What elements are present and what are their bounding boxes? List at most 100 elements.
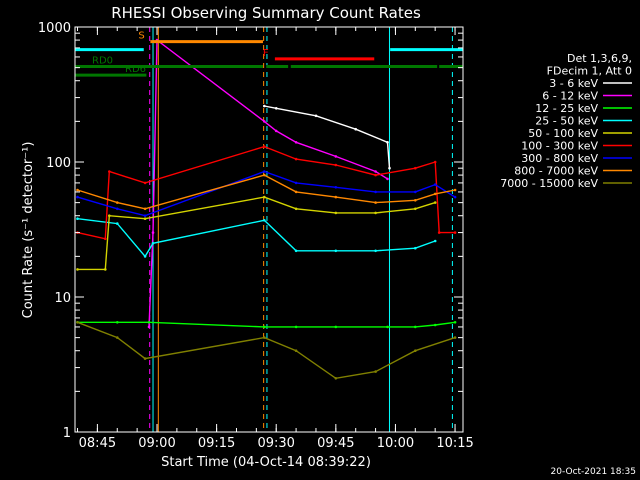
series-point-4-3 (143, 217, 147, 220)
chart-title: RHESSI Observing Summary Count Rates (111, 4, 421, 22)
series-point-7-1 (116, 201, 119, 204)
series-point-5-1 (104, 237, 107, 241)
series-point-3-1 (116, 222, 119, 225)
series-point-4-8 (414, 207, 417, 211)
series-point-5-4 (263, 145, 266, 148)
series-point-3-9 (433, 239, 437, 243)
series-point-4-2 (108, 214, 111, 217)
series-line-3-6-kev (264, 105, 391, 169)
legend-label-5: 100 - 300 keV (521, 140, 598, 153)
x-tick-label-6: 10:15 (436, 436, 473, 451)
legend-label-0: 3 - 6 keV (549, 77, 598, 90)
series-point-2-4 (294, 325, 298, 329)
series-point-3-4 (263, 219, 266, 222)
series-point-1-5 (294, 141, 298, 144)
series-point-6-3 (263, 170, 266, 173)
series-point-1-4 (274, 129, 278, 133)
series-point-7-7 (414, 199, 417, 202)
y-tick-label-2: 100 (46, 156, 71, 171)
series-point-5-5 (294, 157, 298, 161)
legend-header-0: Det 1,3,6,9, (567, 52, 632, 65)
series-point-3-8 (414, 246, 417, 250)
x-tick-label-2: 09:15 (198, 436, 235, 451)
x-tick-label-3: 09:30 (257, 436, 294, 451)
flag-label-f: F (263, 48, 269, 59)
flag-label-s: S (138, 31, 144, 42)
series-line-50-100-kev (77, 196, 436, 271)
series-point-1-0 (147, 325, 151, 329)
series-point-8-3 (263, 336, 266, 339)
series-point-6-2 (143, 214, 147, 217)
y-tick-label-3: 1000 (38, 21, 71, 36)
series-point-4-5 (294, 207, 298, 211)
series-point-0-0 (263, 104, 266, 108)
series-point-2-3 (263, 325, 266, 329)
series-point-1-3 (263, 120, 266, 123)
series-point-6-7 (414, 190, 417, 194)
series-point-0-1 (274, 107, 278, 110)
series-point-5-3 (143, 181, 147, 185)
series-point-4-6 (334, 211, 338, 215)
timestamp-label: 20-Oct-2021 18:35 (551, 467, 636, 477)
series-line-12-25-kev (77, 321, 456, 328)
series-point-2-9 (453, 321, 457, 324)
x-tick-label-4: 09:45 (317, 436, 354, 451)
series-point-3-3 (151, 242, 155, 245)
series-point-6-0 (76, 195, 79, 199)
x-tick-label-1: 09:00 (138, 436, 175, 451)
series-point-8-2 (143, 357, 147, 360)
series-point-7-0 (76, 188, 79, 192)
y-tick-label-0: 1 (63, 426, 71, 441)
series-point-3-2 (143, 255, 147, 258)
series-point-0-2 (314, 114, 318, 118)
plot-frame (74, 26, 464, 433)
series-point-4-9 (433, 201, 437, 204)
series-point-7-4 (294, 190, 298, 194)
legend-label-6: 300 - 800 keV (521, 152, 598, 165)
series-point-6-5 (334, 186, 338, 189)
series-point-6-6 (374, 190, 377, 194)
series-point-0-5 (388, 166, 391, 170)
x-axis-label: Start Time (04-Oct-14 08:39:22) (161, 455, 371, 470)
series-point-3-5 (294, 249, 298, 253)
series-point-3-7 (374, 249, 377, 253)
series-line-25-50-kev (77, 218, 436, 258)
y-axis-label: Count Rate (s⁻¹ detector⁻¹) (21, 142, 36, 319)
legend-label-8: 7000 - 15000 keV (500, 177, 598, 190)
series-point-7-9 (453, 188, 457, 192)
legend-label-2: 12 - 25 keV (535, 102, 598, 115)
series-point-8-5 (334, 377, 338, 380)
legend-label-1: 6 - 12 keV (542, 90, 598, 103)
series-point-1-8 (386, 177, 389, 181)
series-point-2-8 (433, 323, 437, 327)
series-point-7-6 (374, 201, 377, 204)
series-point-8-8 (453, 336, 457, 339)
series-line-800-7000-kev (77, 174, 456, 210)
series-point-5-7 (374, 173, 377, 177)
x-tick-label-5: 10:00 (377, 436, 414, 451)
series-point-4-4 (263, 195, 266, 199)
series-point-5-10 (437, 231, 441, 234)
series-point-6-9 (453, 195, 457, 199)
series-point-2-7 (414, 325, 417, 329)
series-point-6-1 (116, 207, 119, 211)
series-point-2-2 (147, 321, 151, 324)
series-point-5-11 (453, 231, 457, 234)
series-point-6-8 (433, 183, 437, 186)
legend-label-3: 25 - 50 keV (535, 115, 598, 128)
legend-header-1: FDecim 1, Att 0 (547, 65, 632, 78)
series-line-100-300-kev (77, 145, 456, 240)
flag-label-rd0: RD0 (92, 55, 113, 66)
series-point-2-5 (334, 325, 338, 329)
series-point-1-1 (151, 231, 155, 234)
series-point-3-6 (334, 249, 338, 253)
series-point-4-0 (76, 268, 79, 271)
series-point-3-0 (76, 217, 79, 220)
series-point-1-6 (334, 155, 338, 158)
series-point-5-2 (108, 170, 111, 173)
x-tick-label-0: 08:45 (79, 436, 116, 451)
series-point-8-1 (116, 336, 119, 339)
series-point-2-1 (116, 321, 119, 324)
